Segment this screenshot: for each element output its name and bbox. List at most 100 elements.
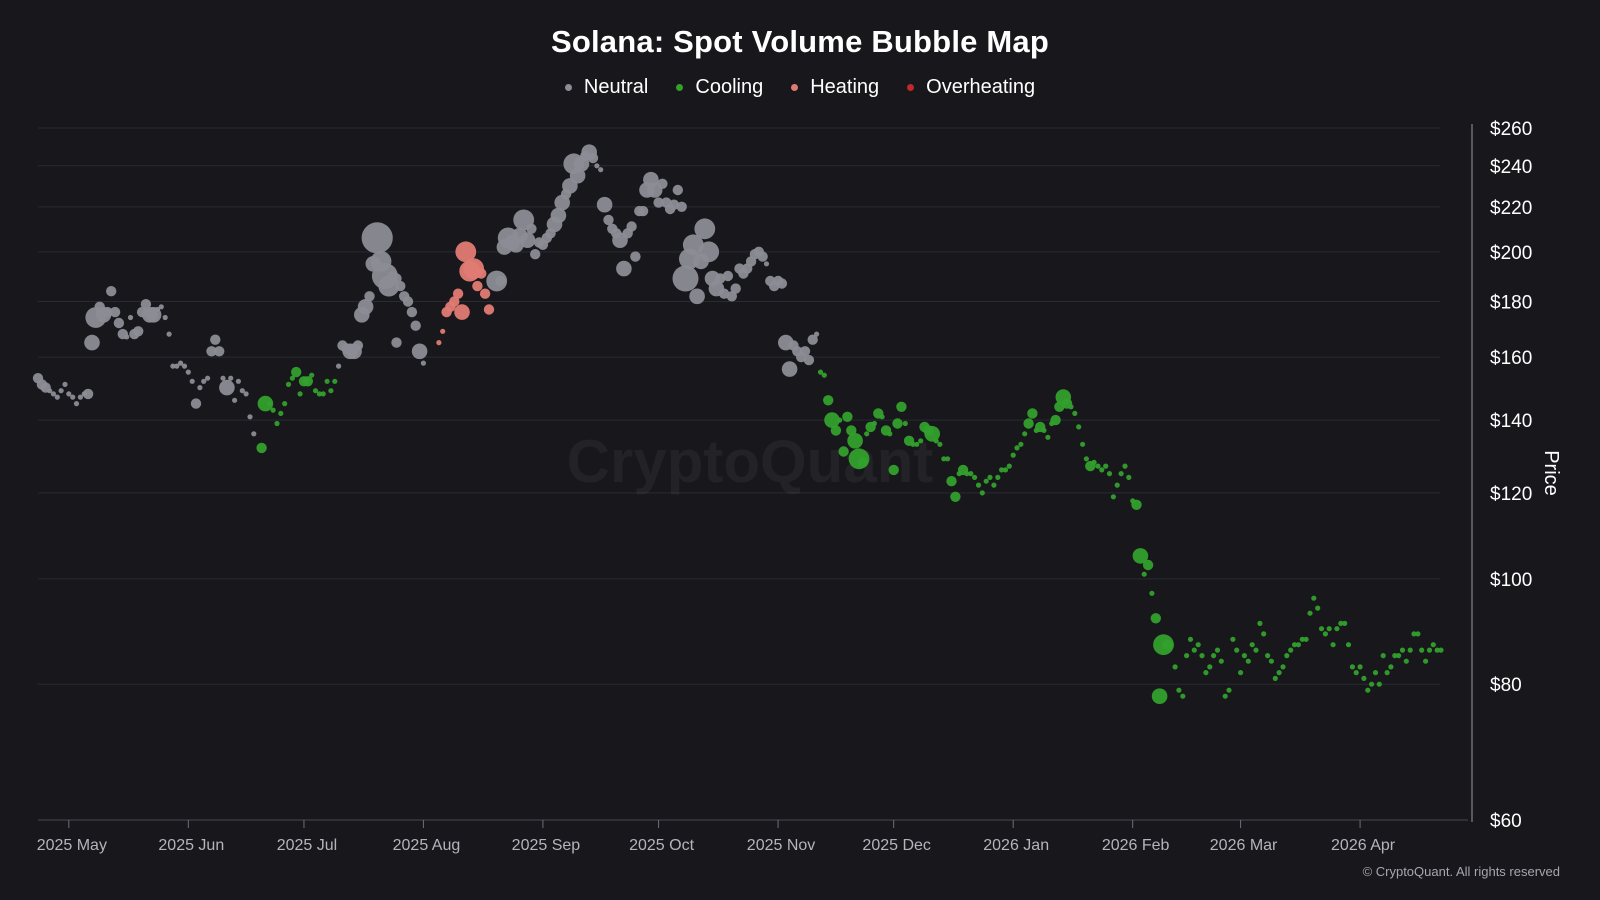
bubble-heating[interactable] [476, 268, 487, 279]
bubble-cooling[interactable] [864, 431, 870, 437]
bubble-neutral[interactable] [411, 343, 428, 360]
bubble-cooling[interactable] [1392, 653, 1398, 659]
bubble-neutral[interactable] [626, 221, 637, 232]
bubble-neutral[interactable] [596, 196, 613, 213]
bubble-cooling[interactable] [1114, 482, 1120, 488]
legend-item-neutral[interactable]: Neutral [564, 76, 648, 99]
bubble-cooling[interactable] [1268, 658, 1274, 664]
bubble-neutral[interactable] [519, 232, 536, 248]
bubble-cooling[interactable] [896, 401, 907, 412]
bubble-neutral[interactable] [814, 331, 820, 337]
bubble-heating[interactable] [454, 304, 470, 320]
bubble-cooling[interactable] [278, 410, 284, 416]
bubble-cooling[interactable] [1168, 642, 1174, 648]
bubble-neutral[interactable] [526, 223, 537, 234]
bubble-neutral[interactable] [352, 340, 364, 351]
bubble-cooling[interactable] [1022, 431, 1028, 437]
bubble-cooling[interactable] [879, 414, 885, 420]
bubble-neutral[interactable] [50, 391, 57, 397]
bubble-cooling[interactable] [274, 420, 280, 427]
bubble-cooling[interactable] [857, 457, 869, 468]
bubble-cooling[interactable] [1072, 410, 1078, 416]
bubble-neutral[interactable] [124, 334, 130, 340]
bubble-neutral[interactable] [174, 363, 180, 369]
bubble-cooling[interactable] [1222, 693, 1228, 699]
bubble-cooling[interactable] [1399, 647, 1406, 653]
bubble-cooling[interactable] [1326, 626, 1332, 632]
bubble-cooling[interactable] [324, 378, 330, 384]
bubble-heating[interactable] [436, 340, 442, 346]
bubble-cooling[interactable] [291, 366, 302, 378]
bubble-cooling[interactable] [945, 456, 951, 462]
bubble-cooling[interactable] [320, 391, 326, 397]
bubble-neutral[interactable] [219, 379, 235, 396]
bubble-cooling[interactable] [1303, 636, 1309, 642]
bubble-cooling[interactable] [1176, 687, 1182, 693]
bubble-neutral[interactable] [495, 275, 506, 287]
bubble-cooling[interactable] [1080, 441, 1086, 447]
bubble-neutral[interactable] [598, 167, 604, 173]
bubble-neutral[interactable] [672, 265, 699, 292]
bubble-cooling[interactable] [1241, 653, 1247, 659]
bubble-cooling[interactable] [332, 378, 338, 384]
bubble-neutral[interactable] [170, 363, 176, 369]
bubble-cooling[interactable] [1338, 620, 1344, 627]
bubble-cooling[interactable] [1322, 631, 1328, 637]
bubble-cooling[interactable] [270, 407, 276, 413]
legend-item-overheating[interactable]: Overheating [907, 76, 1035, 99]
bubble-cooling[interactable] [257, 395, 274, 412]
bubble-cooling[interactable] [846, 425, 857, 436]
bubble-cooling[interactable] [1106, 471, 1113, 477]
bubble-cooling[interactable] [1307, 610, 1313, 616]
bubble-cooling[interactable] [887, 431, 893, 437]
bubble-cooling[interactable] [1195, 642, 1201, 648]
bubble-cooling[interactable] [933, 438, 939, 444]
bubble-cooling[interactable] [821, 372, 827, 378]
bubble-neutral[interactable] [763, 261, 770, 267]
bubble-cooling[interactable] [1376, 681, 1382, 687]
bubble-cooling[interactable] [1091, 459, 1097, 465]
bubble-neutral[interactable] [616, 260, 632, 277]
bubble-cooling[interactable] [1132, 548, 1149, 564]
bubble-neutral[interactable] [637, 205, 649, 217]
bubble-neutral[interactable] [550, 207, 567, 224]
bubble-cooling[interactable] [902, 420, 908, 427]
bubble-neutral[interactable] [189, 378, 195, 384]
bubble-neutral[interactable] [232, 397, 238, 403]
bubble-cooling[interactable] [1238, 670, 1244, 676]
bubble-neutral[interactable] [594, 163, 600, 169]
bubble-cooling[interactable] [1002, 467, 1009, 473]
bubble-neutral[interactable] [58, 388, 64, 394]
bubble-cooling[interactable] [987, 474, 993, 480]
bubble-neutral[interactable] [361, 222, 393, 254]
bubble-cooling[interactable] [1230, 636, 1236, 642]
bubble-neutral[interactable] [803, 354, 815, 366]
bubble-neutral[interactable] [62, 381, 68, 387]
bubble-neutral[interactable] [228, 375, 234, 381]
bubble-cooling[interactable] [817, 369, 824, 375]
bubble-cooling[interactable] [1284, 653, 1290, 659]
bubble-cooling[interactable] [1318, 626, 1325, 632]
bubble-heating[interactable] [452, 288, 464, 299]
bubble-cooling[interactable] [289, 375, 295, 381]
bubble-cooling[interactable] [1141, 571, 1147, 577]
bubble-cooling[interactable] [1180, 693, 1186, 699]
bubble-neutral[interactable] [197, 385, 203, 391]
bubble-cooling[interactable] [1380, 653, 1386, 659]
bubble-cooling[interactable] [297, 391, 303, 397]
bubble-neutral[interactable] [206, 346, 217, 357]
bubble-cooling[interactable] [302, 376, 313, 387]
bubble-heating[interactable] [449, 296, 460, 307]
bubble-cooling[interactable] [946, 476, 957, 487]
bubble-cooling[interactable] [1419, 647, 1425, 653]
bubble-cooling[interactable] [1214, 647, 1221, 653]
bubble-cooling[interactable] [1245, 658, 1251, 664]
bubble-neutral[interactable] [364, 291, 375, 302]
bubble-cooling[interactable] [1103, 463, 1109, 469]
bubble-neutral[interactable] [799, 346, 811, 357]
bubble-neutral[interactable] [694, 218, 716, 240]
bubble-cooling[interactable] [823, 395, 834, 406]
bubble-neutral[interactable] [630, 251, 641, 262]
bubble-neutral[interactable] [689, 288, 705, 305]
bubble-neutral[interactable] [109, 306, 121, 318]
